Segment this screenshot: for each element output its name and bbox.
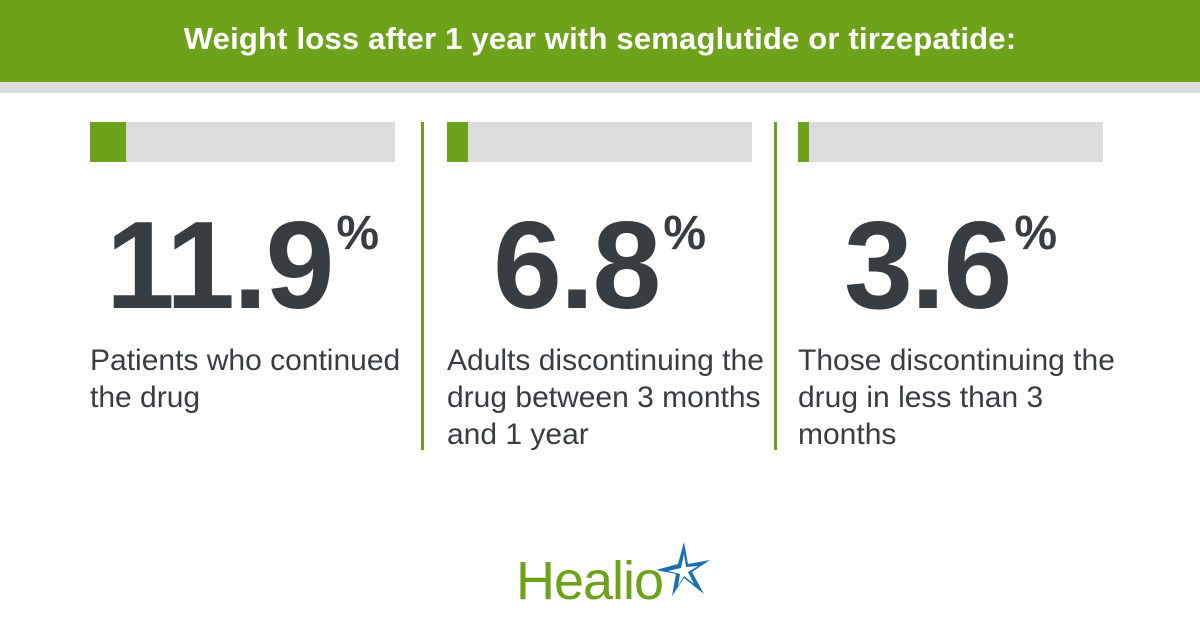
stat-discontinued-under-3-months: 3.6% Those discontinuing the drug in les…: [798, 122, 1115, 452]
stat-unit: %: [663, 207, 707, 260]
stat-description: Those discontinuing the drug in less tha…: [798, 344, 1115, 451]
logo-wordmark: Healio: [516, 551, 664, 611]
bar-track: [798, 122, 1103, 162]
star-icon: [656, 542, 710, 596]
stat-description: Patients who continued the drug: [90, 344, 401, 414]
stat-number: 11.9%: [90, 204, 395, 328]
column-divider: [774, 122, 777, 450]
column-divider: [421, 122, 424, 450]
stat-description: Adults discontinuing the drug between 3 …: [447, 344, 764, 451]
header-rule: [0, 82, 1200, 93]
bar-fill: [90, 122, 127, 162]
stat-value: 11.9: [105, 197, 334, 335]
bar-fill: [798, 122, 809, 162]
stat-unit: %: [336, 207, 380, 260]
stat-continued: 11.9% Patients who continued the drug: [90, 122, 400, 452]
stat-number: 6.8%: [447, 204, 752, 328]
stat-value: 6.8: [492, 197, 661, 335]
bar-fill: [447, 122, 468, 162]
stat-discontinued-3-12-months: 6.8% Adults discontinuing the drug betwe…: [447, 122, 764, 452]
healio-logo: Healio: [516, 540, 726, 610]
stat-unit: %: [1014, 207, 1058, 260]
stat-number: 3.6%: [798, 204, 1103, 328]
bar-track: [447, 122, 752, 162]
header-title: Weight loss after 1 year with semaglutid…: [183, 21, 1017, 56]
stat-value: 3.6: [843, 197, 1012, 335]
bar-track: [90, 122, 395, 162]
header-banner: Weight loss after 1 year with semaglutid…: [0, 0, 1200, 82]
